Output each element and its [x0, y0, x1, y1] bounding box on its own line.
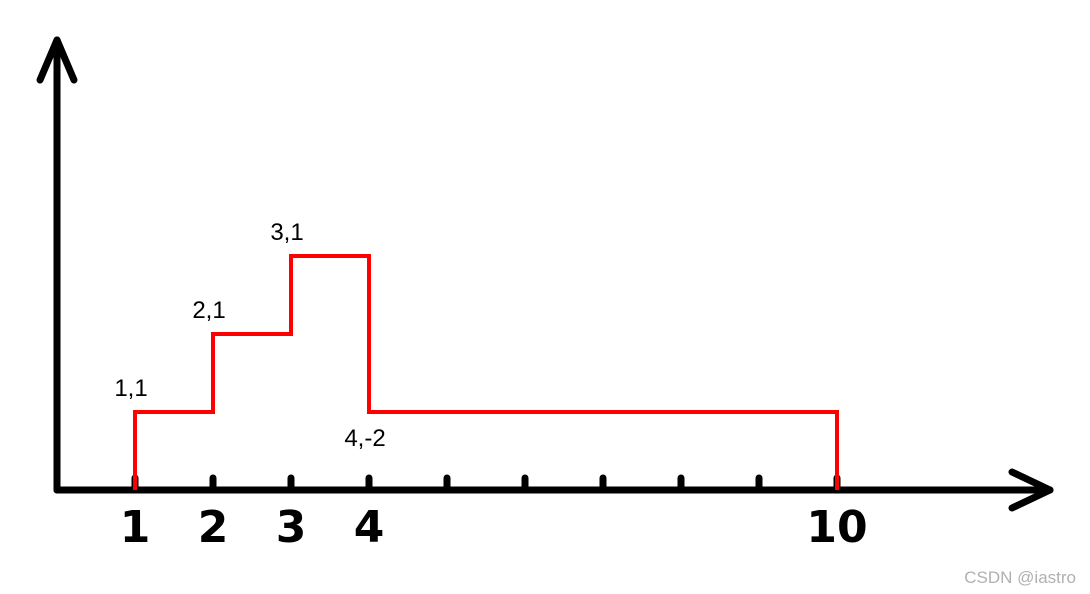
point-label: 1,1 [114, 375, 147, 402]
x-tick-label: 4 [354, 502, 385, 553]
point-labels: 1,1 2,1 3,1 4,-2 [114, 219, 385, 452]
y-axis-arrow-icon [36, 36, 78, 84]
point-label: 4,-2 [344, 425, 385, 452]
x-tick-label: 2 [198, 502, 229, 553]
point-label: 2,1 [192, 297, 225, 324]
step-line [133, 254, 839, 490]
watermark: CSDN @iastro [964, 568, 1076, 587]
x-tick-label: 1 [120, 502, 151, 553]
x-tick-labels: 1 2 3 4 10 [120, 502, 868, 553]
x-tick-label: 10 [806, 502, 867, 553]
point-label: 3,1 [270, 219, 303, 246]
axes [36, 36, 1054, 512]
x-tick-label: 3 [276, 502, 307, 553]
x-axis-arrow-icon [1008, 468, 1054, 512]
